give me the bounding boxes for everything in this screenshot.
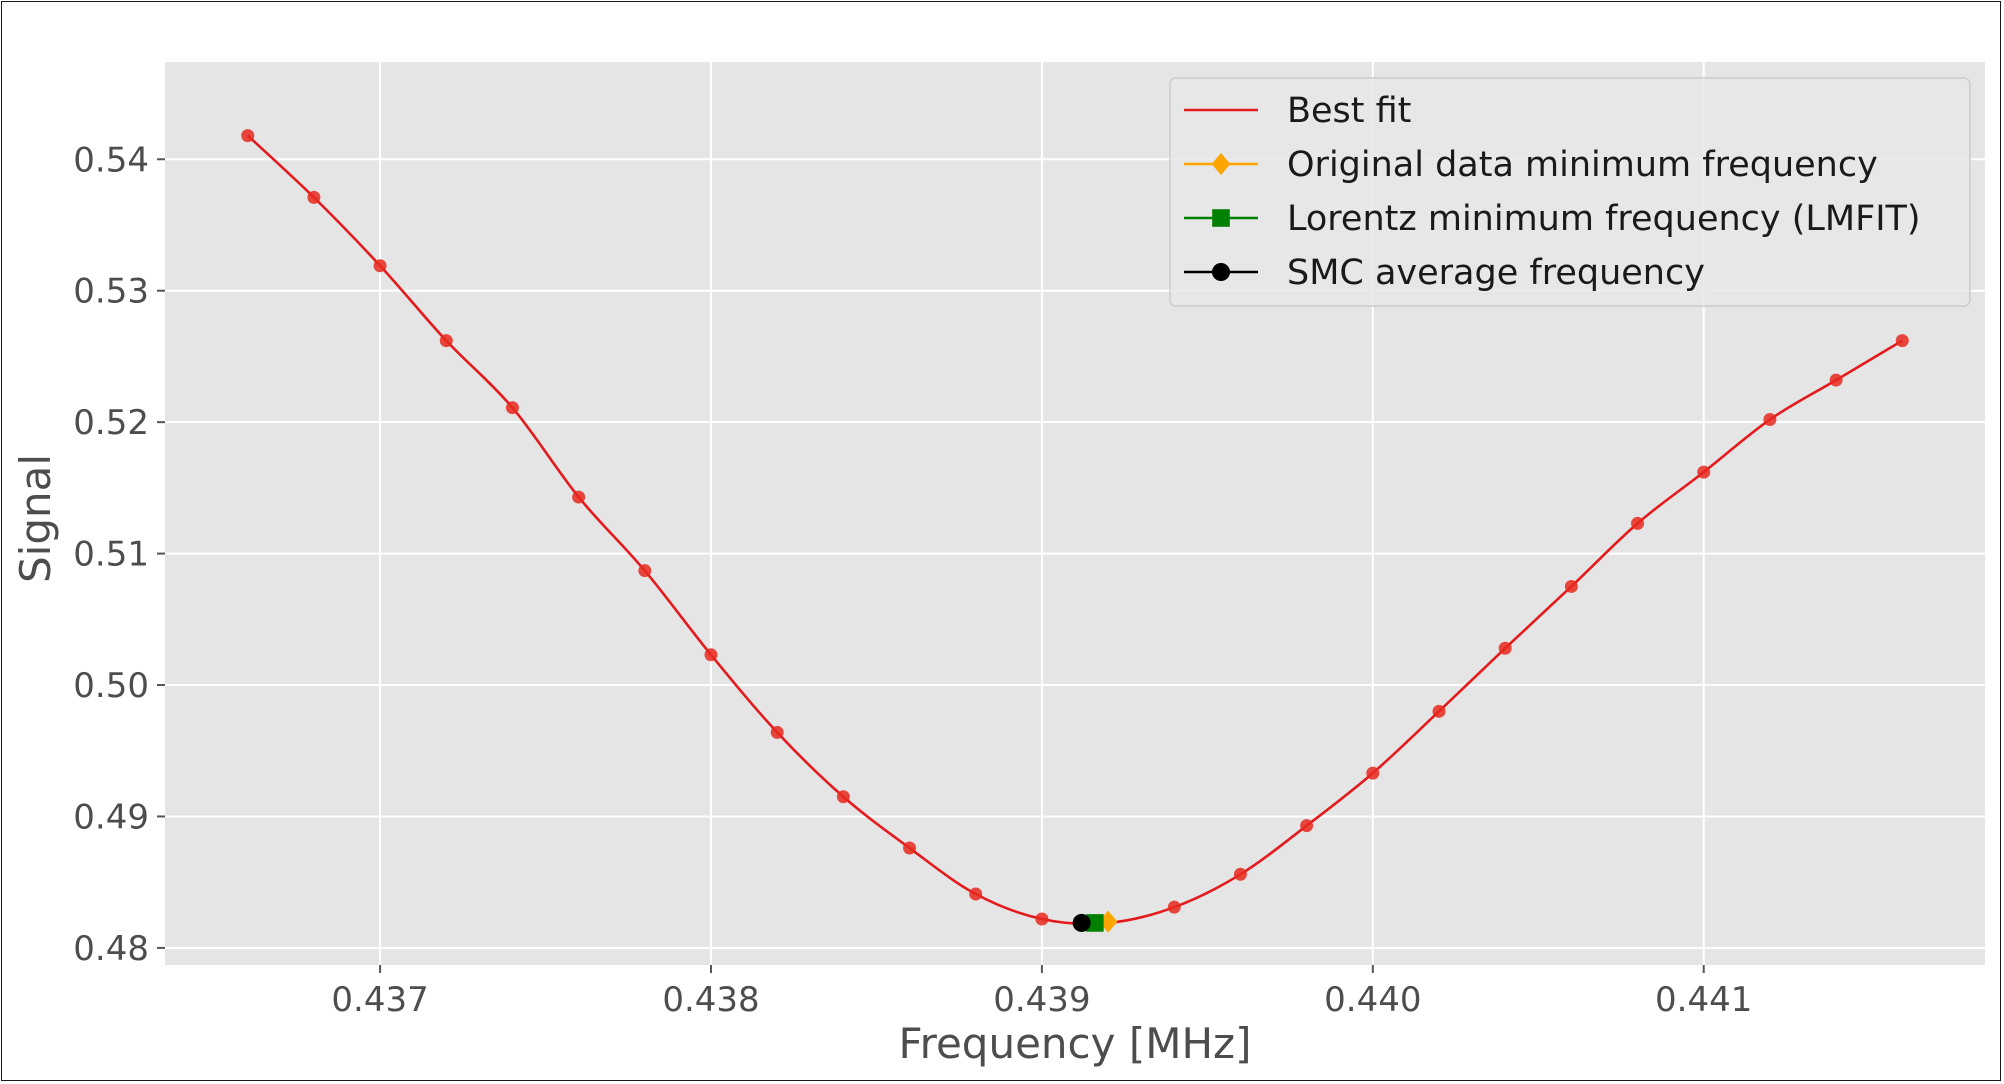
y-tick-label: 0.53 (73, 272, 149, 312)
data-point (1366, 766, 1380, 780)
legend-item-smc-average: SMC average frequency (1184, 253, 1705, 293)
smc-average-marker (1072, 913, 1091, 932)
data-point (505, 401, 519, 415)
data-point (704, 648, 718, 662)
legend-item-original-min: Original data minimum frequency (1184, 145, 1878, 185)
lorentz-min-marker (1086, 914, 1104, 932)
legend-label: Lorentz minimum frequency (LMFIT) (1287, 199, 1921, 239)
legend-label: SMC average frequency (1287, 253, 1705, 293)
data-point (638, 564, 652, 578)
y-tick-label: 0.52 (73, 403, 149, 443)
legend-marker (1211, 153, 1231, 175)
y-tick-label: 0.54 (73, 140, 149, 180)
data-point (1829, 373, 1843, 387)
data-point (969, 887, 983, 901)
data-point (1167, 900, 1181, 914)
x-tick-label: 0.441 (1655, 980, 1752, 1020)
x-axis-label: Frequency [MHz] (899, 1019, 1252, 1068)
y-axis-ticks: 0.48 0.49 0.50 0.51 0.52 0.53 0.54 (73, 140, 165, 969)
legend-box (1169, 77, 1971, 307)
legend-marker (1211, 262, 1231, 282)
x-tick-label: 0.437 (331, 980, 428, 1020)
y-tick-label: 0.51 (73, 535, 149, 575)
data-point (241, 129, 255, 143)
data-point (1763, 413, 1777, 427)
y-tick-label: 0.49 (73, 797, 149, 837)
minimum-markers (1072, 910, 1118, 933)
data-point (836, 790, 850, 804)
data-point (1035, 912, 1049, 926)
legend-item-best-fit: Best fit (1184, 91, 1411, 131)
data-points (241, 129, 1909, 926)
data-point (307, 190, 321, 204)
data-point (1498, 641, 1512, 655)
data-point (572, 490, 586, 504)
legend: Best fit Original data minimum frequency L… (1169, 77, 1971, 307)
x-tick-label: 0.440 (1324, 980, 1421, 1020)
data-point (1564, 579, 1578, 593)
data-point (903, 841, 917, 855)
data-point (1895, 334, 1909, 348)
x-axis-ticks: 0.437 0.438 0.439 0.440 0.441 (331, 965, 1752, 1020)
x-tick-label: 0.438 (662, 980, 759, 1020)
data-point (1697, 465, 1711, 479)
legend-item-lorentz-min: Lorentz minimum frequency (LMFIT) (1184, 199, 1921, 239)
y-tick-label: 0.48 (73, 929, 149, 969)
y-tick-label: 0.50 (73, 666, 149, 706)
legend-label: Best fit (1287, 91, 1411, 131)
legend-label: Original data minimum frequency (1287, 145, 1878, 185)
y-axis-label: Signal (11, 454, 60, 583)
data-point (1631, 516, 1645, 530)
data-point (373, 259, 387, 273)
x-tick-label: 0.439 (993, 980, 1090, 1020)
data-point (1300, 819, 1314, 833)
data-point (1233, 867, 1247, 881)
legend-marker (1212, 209, 1230, 227)
data-point (439, 334, 453, 348)
data-point (1432, 704, 1446, 718)
data-point (770, 725, 784, 739)
